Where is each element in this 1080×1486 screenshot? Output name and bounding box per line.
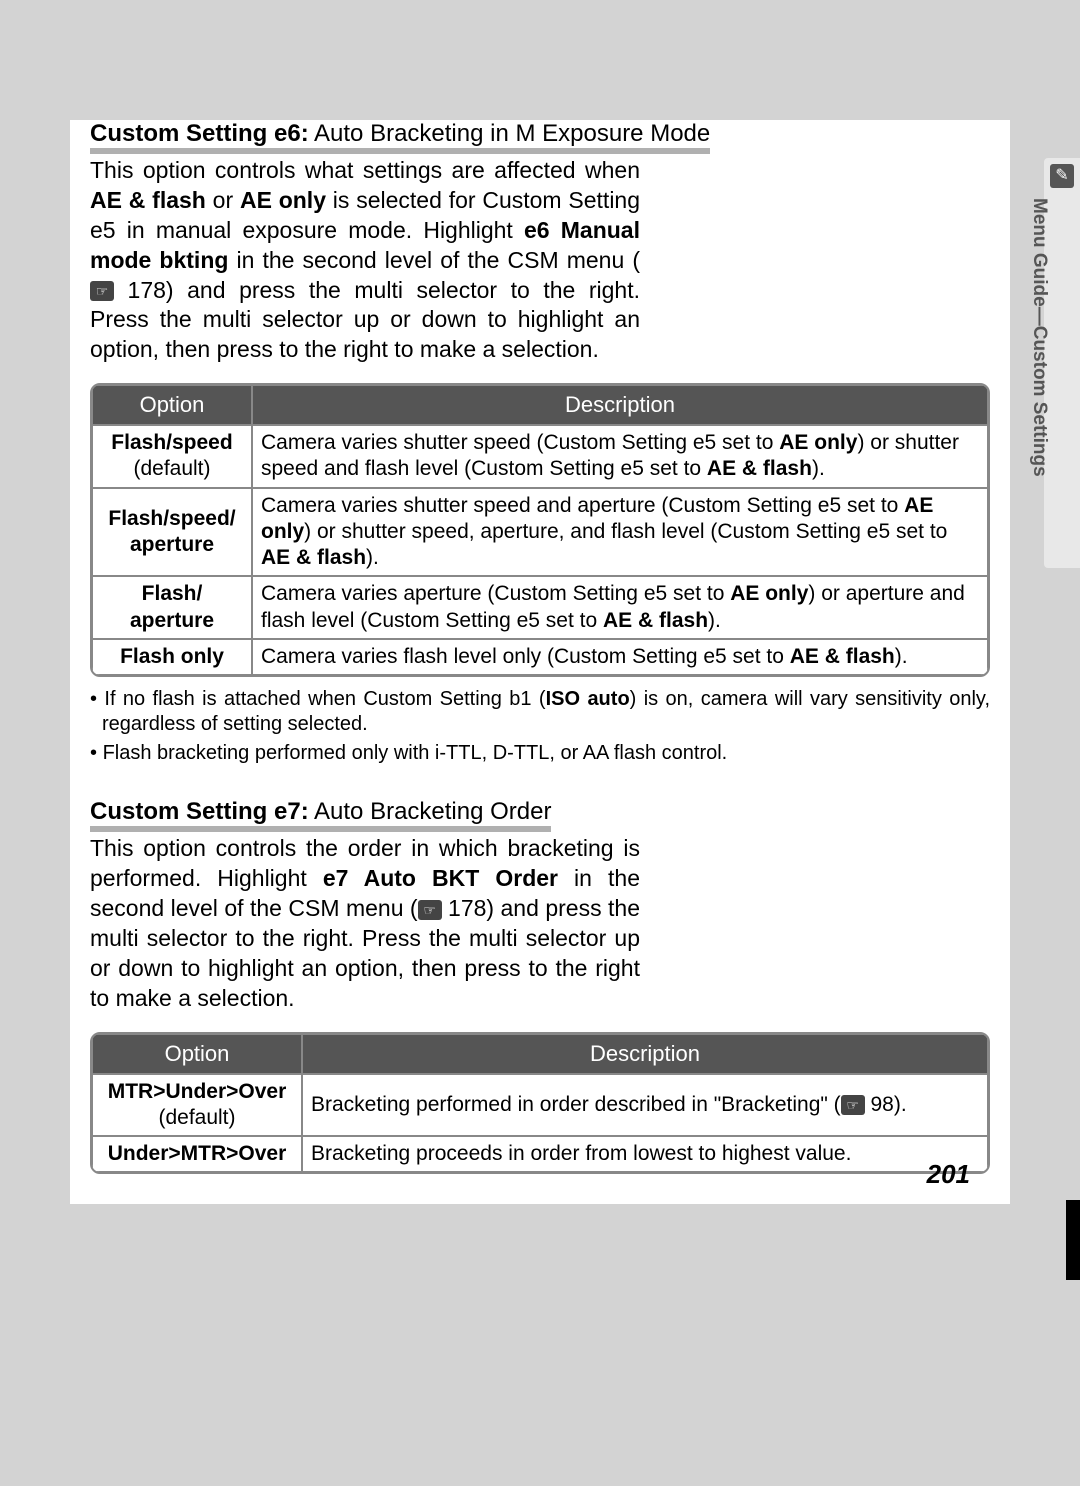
option-cell: MTR>Under>Over(default) bbox=[92, 1074, 302, 1137]
table-e7: Option Description MTR>Under>Over(defaul… bbox=[90, 1032, 990, 1175]
section-body-e7: This option controls the order in which … bbox=[90, 834, 640, 1013]
table-row: Flash only Camera varies flash level onl… bbox=[92, 639, 988, 675]
side-tab-label: Menu Guide—Custom Settings bbox=[1028, 198, 1050, 558]
description-cell: Camera varies shutter speed and aperture… bbox=[252, 488, 988, 577]
page: Custom Setting e6: Auto Bracketing in M … bbox=[70, 120, 1010, 1204]
table-header-row: Option Description bbox=[92, 385, 988, 425]
option-cell: Flash only bbox=[92, 639, 252, 675]
option-cell: Under>MTR>Over bbox=[92, 1136, 302, 1172]
thumb-index-marker bbox=[1066, 1200, 1080, 1280]
col-option: Option bbox=[92, 1034, 302, 1074]
page-ref-icon: ☞ bbox=[90, 281, 114, 301]
col-description: Description bbox=[302, 1034, 988, 1074]
table-row: Flash/speed(default) Camera varies shutt… bbox=[92, 425, 988, 488]
page-number: 201 bbox=[927, 1159, 970, 1190]
note-item: Flash bracketing performed only with i-T… bbox=[90, 741, 990, 766]
description-cell: Bracketing proceeds in order from lowest… bbox=[302, 1136, 988, 1172]
option-cell: Flash/speed(default) bbox=[92, 425, 252, 488]
table-row: Under>MTR>Over Bracketing proceeds in or… bbox=[92, 1136, 988, 1172]
col-description: Description bbox=[252, 385, 988, 425]
description-cell: Camera varies shutter speed (Custom Sett… bbox=[252, 425, 988, 488]
side-tab: ✎ Menu Guide—Custom Settings bbox=[1044, 158, 1080, 568]
description-cell: Bracketing performed in order described … bbox=[302, 1074, 988, 1137]
table-row: MTR>Under>Over(default) Bracketing perfo… bbox=[92, 1074, 988, 1137]
section-title-e7: Custom Setting e7: Auto Bracketing Order bbox=[90, 798, 551, 832]
notes-e6: If no flash is attached when Custom Sett… bbox=[90, 687, 990, 766]
section-e7: Custom Setting e7: Auto Bracketing Order… bbox=[90, 798, 990, 1174]
description-cell: Camera varies flash level only (Custom S… bbox=[252, 639, 988, 675]
section-body-e6: This option controls what settings are a… bbox=[90, 156, 640, 365]
option-cell: Flash/speed/aperture bbox=[92, 488, 252, 577]
table-header-row: Option Description bbox=[92, 1034, 988, 1074]
table-row: Flash/speed/aperture Camera varies shutt… bbox=[92, 488, 988, 577]
option-cell: Flash/aperture bbox=[92, 576, 252, 639]
page-ref-icon: ☞ bbox=[841, 1095, 865, 1115]
description-cell: Camera varies aperture (Custom Setting e… bbox=[252, 576, 988, 639]
page-ref-icon: ☞ bbox=[418, 900, 442, 920]
section-e6: Custom Setting e6: Auto Bracketing in M … bbox=[90, 120, 990, 766]
note-item: If no flash is attached when Custom Sett… bbox=[90, 687, 990, 737]
section-title-e6: Custom Setting e6: Auto Bracketing in M … bbox=[90, 120, 710, 154]
col-option: Option bbox=[92, 385, 252, 425]
table-row: Flash/aperture Camera varies aperture (C… bbox=[92, 576, 988, 639]
table-e6: Option Description Flash/speed(default) … bbox=[90, 383, 990, 677]
pencil-icon: ✎ bbox=[1050, 164, 1074, 188]
